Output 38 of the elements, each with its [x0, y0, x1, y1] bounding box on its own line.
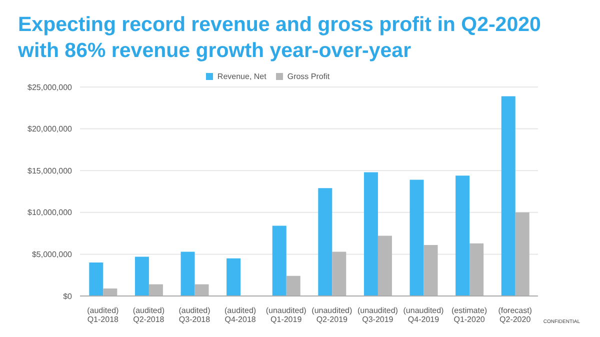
bar [148, 284, 163, 296]
x-tick-label: (audited) Q1-2018 [87, 306, 120, 324]
bar [318, 188, 332, 296]
bar [470, 243, 484, 296]
bar [456, 176, 470, 296]
y-tick-label: $15,000,000 [28, 166, 73, 176]
bar [378, 236, 392, 296]
chart-title: Expecting record revenue and gross profit in Q2-2020 with 86% revenue growth year-over-year [18, 12, 542, 64]
bar [424, 245, 438, 296]
x-tick-label: (unaudited) Q4-2019 [403, 306, 444, 324]
bar [134, 256, 149, 296]
bar [226, 258, 241, 296]
legend-label: Revenue, Net [217, 72, 266, 81]
bar [89, 262, 104, 296]
x-tick-label: (audited) Q3-2018 [178, 306, 211, 324]
y-tick-label: $0 [63, 292, 73, 301]
bar [364, 172, 378, 296]
x-tick-label: (unaudited) Q2-2019 [312, 306, 352, 324]
x-tick-label: (unaudited) Q1-2019 [266, 306, 307, 324]
y-tick-label: $20,000,000 [28, 124, 73, 134]
bar [272, 226, 286, 296]
x-tick-label: (audited) Q4-2018 [224, 306, 256, 324]
bar [332, 252, 346, 296]
bar [194, 284, 209, 296]
bar [501, 96, 516, 296]
x-tick-label: (unaudited) Q3-2019 [357, 306, 398, 324]
x-tick-label: (estimate) Q1-2020 [452, 306, 488, 324]
y-tick-label: $5,000,000 [32, 250, 73, 260]
x-tick-label: (audited) Q2-2018 [132, 306, 165, 324]
bar [286, 276, 300, 296]
x-tick-label: (forecast) Q2-2020 [498, 306, 532, 324]
y-tick-label: $10,000,000 [28, 208, 73, 218]
bar [180, 252, 195, 296]
bar [103, 288, 118, 296]
bar [515, 212, 530, 296]
legend-label: Gross Profit [287, 72, 330, 81]
bar [410, 180, 424, 296]
y-tick-label: $25,000,000 [28, 82, 73, 92]
